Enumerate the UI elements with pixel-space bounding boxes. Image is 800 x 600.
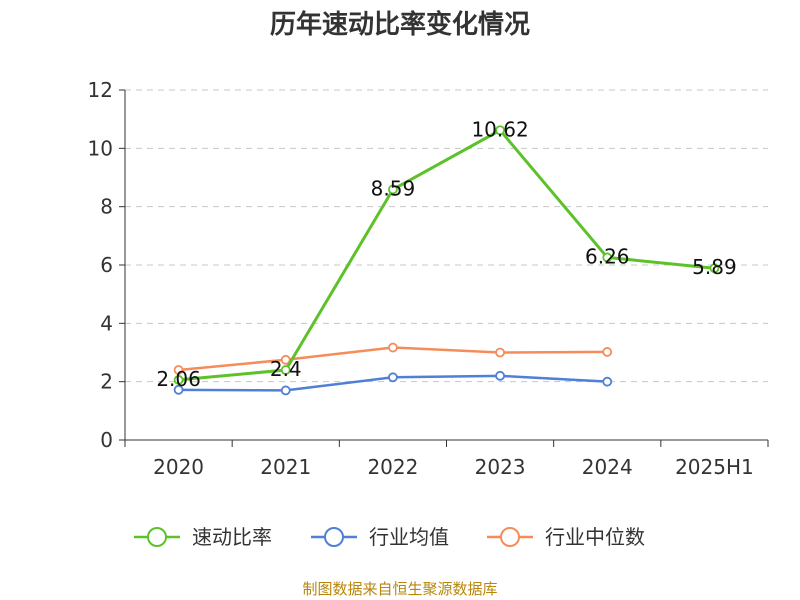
data-point <box>495 125 505 136</box>
legend-label: 行业均值 <box>369 525 449 549</box>
y-tick-label: 4 <box>100 311 113 335</box>
data-label: 5.89 <box>692 255 737 279</box>
y-tick-label: 2 <box>100 370 113 394</box>
data-point <box>495 370 505 381</box>
data-point <box>280 385 291 396</box>
data-label: 8.59 <box>371 176 416 200</box>
data-point <box>709 263 720 274</box>
chart-title: 历年速动比率变化情况 <box>270 9 530 40</box>
axes: 0 2 4 6 8 10 12 2020 2021 2022 2023 2024 2025H1 <box>88 78 769 479</box>
x-tick-label: 2025H1 <box>675 455 754 479</box>
y-tick-label: 10 <box>88 136 113 160</box>
data-label: 10.62 <box>471 117 528 141</box>
y-tick-label: 8 <box>100 195 113 219</box>
data-point <box>388 372 398 383</box>
y-tick-label: 0 <box>100 428 113 452</box>
data-point <box>602 347 613 357</box>
x-tick-label: 2020 <box>153 455 204 479</box>
source-note: 制图数据来自恒生聚源数据库 <box>302 580 497 598</box>
x-tick-label: 2023 <box>475 455 526 479</box>
data-point <box>173 375 184 385</box>
x-tick-label: 2021 <box>260 455 311 479</box>
grid-lines <box>125 89 768 383</box>
data-point <box>495 347 505 358</box>
legend-label: 速动比率 <box>192 525 272 549</box>
legend-swatch-marker <box>324 527 344 547</box>
legend: 速动比率 行业均值 行业中位数 <box>134 525 645 549</box>
data-point <box>602 252 613 263</box>
series-line-0 <box>178 128 715 382</box>
series-lines <box>173 125 720 396</box>
data-point <box>280 365 291 375</box>
x-tick-label: 2024 <box>582 455 633 479</box>
legend-swatch-marker <box>500 527 520 547</box>
legend-label: 行业中位数 <box>545 525 645 549</box>
data-label: 6.26 <box>585 244 630 268</box>
x-tick-label: 2022 <box>367 455 418 479</box>
legend-swatch-marker <box>147 527 167 547</box>
y-tick-label: 6 <box>100 253 113 277</box>
data-point <box>602 376 613 387</box>
data-point <box>388 184 398 195</box>
data-labels: 2.06 2.4 8.59 10.62 6.26 5.89 <box>156 117 736 391</box>
data-point <box>388 342 398 353</box>
data-label: 2.06 <box>156 367 201 391</box>
y-tick-label: 12 <box>88 78 113 102</box>
data-label: 2.4 <box>270 357 302 381</box>
data-point <box>173 365 184 375</box>
data-point <box>280 354 291 365</box>
data-point <box>173 384 184 395</box>
